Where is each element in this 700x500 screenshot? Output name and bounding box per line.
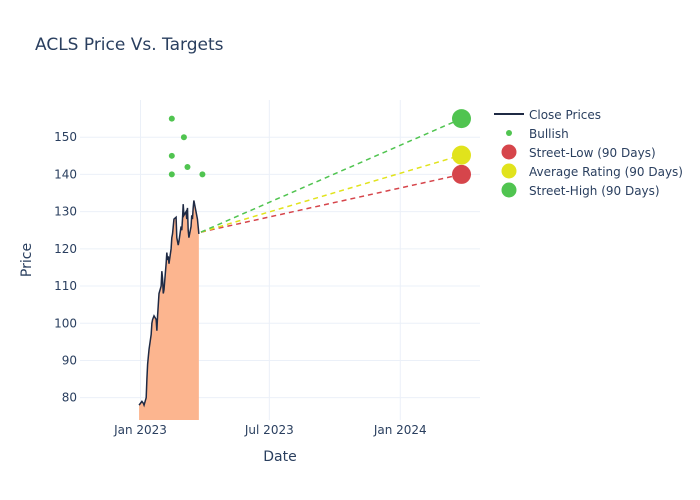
legend-bullish-label: Bullish bbox=[529, 127, 569, 141]
legend-average-swatch bbox=[501, 163, 517, 179]
y-tick-label: 80 bbox=[62, 391, 77, 405]
x-axis-title: Date bbox=[263, 449, 296, 465]
average-rating-marker bbox=[451, 145, 471, 165]
target-lines bbox=[200, 117, 462, 233]
street-high-marker bbox=[451, 109, 471, 129]
x-tick-label: Jan 2023 bbox=[113, 423, 167, 437]
legend-street-low-label: Street-Low (90 Days) bbox=[529, 146, 656, 160]
bullish-series bbox=[168, 115, 206, 178]
bullish-point bbox=[168, 152, 175, 159]
target-markers bbox=[451, 109, 471, 184]
legend: Close Prices Bullish Street-Low (90 Days… bbox=[494, 108, 683, 198]
price-area bbox=[139, 200, 199, 420]
close-price-series bbox=[138, 200, 200, 408]
legend-average-label: Average Rating (90 Days) bbox=[529, 165, 683, 179]
y-tick-label: 130 bbox=[54, 205, 77, 219]
legend-street-high-label: Street-High (90 Days) bbox=[529, 184, 660, 198]
legend-street-high-swatch bbox=[501, 182, 517, 198]
y-tick-label: 120 bbox=[54, 242, 77, 256]
bullish-point bbox=[184, 163, 191, 170]
y-axis: 80 90 100 110 120 130 140 150 bbox=[54, 130, 77, 404]
x-tick-label: Jul 2023 bbox=[244, 423, 294, 437]
street-high-dashed-line bbox=[200, 117, 462, 233]
chart-title: ACLS Price Vs. Targets bbox=[35, 35, 224, 55]
legend-bullish-swatch bbox=[506, 130, 512, 136]
bullish-point bbox=[199, 171, 206, 178]
y-tick-label: 90 bbox=[62, 353, 77, 367]
bullish-point bbox=[180, 134, 187, 141]
y-axis-title: Price bbox=[19, 243, 35, 277]
legend-close-label: Close Prices bbox=[529, 108, 601, 122]
close-price-line bbox=[138, 200, 200, 408]
x-axis: Jan 2023 Jul 2023 Jan 2024 bbox=[113, 423, 427, 437]
x-tick-label: Jan 2024 bbox=[373, 423, 427, 437]
grid bbox=[80, 100, 480, 420]
bullish-point bbox=[168, 115, 175, 122]
average-rating-dashed-line bbox=[200, 154, 462, 233]
y-tick-label: 110 bbox=[54, 279, 77, 293]
legend-street-low-swatch bbox=[501, 144, 517, 160]
bullish-point bbox=[168, 171, 175, 178]
price-area-fill bbox=[139, 200, 199, 420]
y-tick-label: 100 bbox=[54, 316, 77, 330]
y-tick-label: 150 bbox=[54, 130, 77, 144]
street-low-marker bbox=[451, 164, 471, 184]
y-tick-label: 140 bbox=[54, 167, 77, 181]
street-low-dashed-line bbox=[200, 173, 462, 233]
